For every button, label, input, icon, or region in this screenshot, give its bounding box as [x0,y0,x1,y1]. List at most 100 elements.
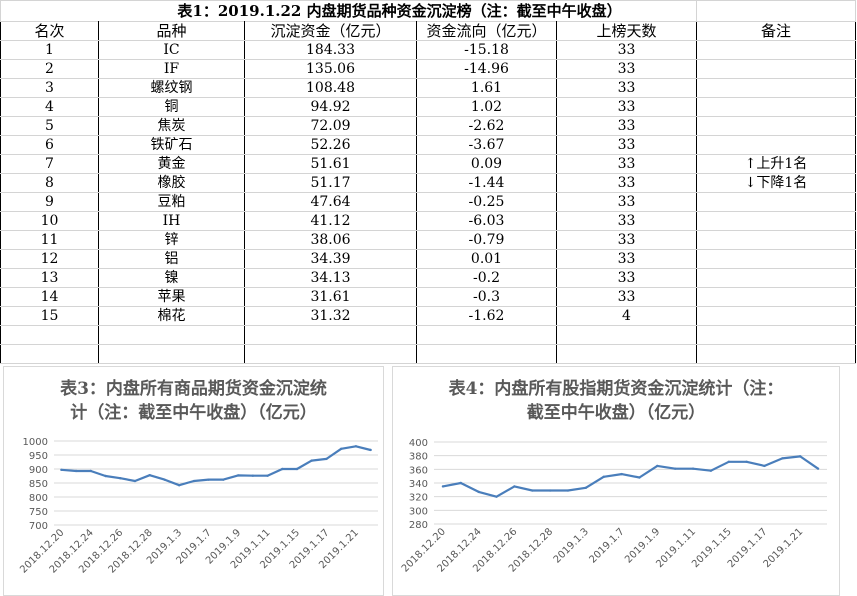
cell-name[interactable]: IF [98,59,245,79]
cell-days[interactable]: 33 [556,287,697,307]
cell-name[interactable]: 橡胶 [98,173,245,193]
cell-note[interactable] [696,211,856,231]
cell-flow[interactable]: -0.3 [416,287,557,307]
cell-name[interactable]: 棉花 [98,306,245,326]
empty-cell[interactable] [244,344,417,364]
cell-capital[interactable]: 108.48 [244,78,417,98]
cell-capital[interactable]: 34.13 [244,268,417,288]
cell-flow[interactable]: 1.02 [416,97,557,117]
cell-note[interactable] [696,135,856,155]
cell-rank[interactable]: 12 [0,249,99,269]
cell-rank[interactable]: 4 [0,97,99,117]
cell-note[interactable] [696,116,856,136]
cell-flow[interactable]: 1.61 [416,78,557,98]
cell-capital[interactable]: 31.32 [244,306,417,326]
cell-days[interactable]: 33 [556,116,697,136]
cell-days[interactable]: 33 [556,192,697,212]
cell-capital[interactable]: 72.09 [244,116,417,136]
empty-cell[interactable] [416,325,557,345]
cell-name[interactable]: 铁矿石 [98,135,245,155]
header-note[interactable]: 备注 [696,21,856,41]
cell-flow[interactable]: 0.01 [416,249,557,269]
empty-cell[interactable] [556,344,697,364]
cell-note[interactable] [696,268,856,288]
cell-rank[interactable]: 13 [0,268,99,288]
empty-cell[interactable] [416,344,557,364]
cell-rank[interactable]: 1 [0,40,99,60]
cell-name[interactable]: 镍 [98,268,245,288]
cell-days[interactable]: 33 [556,78,697,98]
cell-capital[interactable]: 34.39 [244,249,417,269]
cell-note[interactable]: ↓下降1名 [696,173,856,193]
cell-note[interactable]: ↑上升1名 [696,154,856,174]
cell-capital[interactable]: 184.33 [244,40,417,60]
cell-flow[interactable]: -15.18 [416,40,557,60]
cell-rank[interactable]: 10 [0,211,99,231]
empty-cell[interactable] [556,325,697,345]
empty-cell[interactable] [0,325,99,345]
cell-note[interactable] [696,306,856,326]
empty-cell[interactable] [696,325,856,345]
cell-flow[interactable]: -1.44 [416,173,557,193]
cell-note[interactable] [696,97,856,117]
cell-capital[interactable]: 51.61 [244,154,417,174]
cell-rank[interactable]: 11 [0,230,99,250]
cell-days[interactable]: 33 [556,135,697,155]
cell-name[interactable]: 螺纹钢 [98,78,245,98]
chart-index-capital[interactable]: 表4：内盘所有股指期货资金沉淀统计（注： 截至中午收盘）（亿元） 280 300 3… [392,366,840,596]
cell-capital[interactable]: 38.06 [244,230,417,250]
cell-note[interactable] [696,192,856,212]
cell-days[interactable]: 33 [556,268,697,288]
empty-cell[interactable] [696,344,856,364]
cell-capital[interactable]: 51.17 [244,173,417,193]
cell-flow[interactable]: -6.03 [416,211,557,231]
cell-flow[interactable]: -0.2 [416,268,557,288]
cell-note[interactable] [696,230,856,250]
table-title[interactable]: 表1：2019.1.22 内盘期货品种资金沉淀榜（注：截至中午收盘） [0,0,697,22]
cell-flow[interactable]: -14.96 [416,59,557,79]
cell-name[interactable]: 铝 [98,249,245,269]
header-name[interactable]: 品种 [98,21,245,41]
empty-cell[interactable] [0,344,99,364]
cell-rank[interactable]: 15 [0,306,99,326]
cell-capital[interactable]: 47.64 [244,192,417,212]
header-flow[interactable]: 资金流向（亿元） [416,21,557,41]
cell-note[interactable] [696,59,856,79]
cell-capital[interactable]: 41.12 [244,211,417,231]
cell-note[interactable] [696,249,856,269]
cell-name[interactable]: 锌 [98,230,245,250]
cell-flow[interactable]: -0.25 [416,192,557,212]
cell-note[interactable] [696,40,856,60]
cell-days[interactable]: 33 [556,154,697,174]
chart-commodity-capital[interactable]: 表3：内盘所有商品期货资金沉淀统 计（注：截至中午收盘）（亿元） 700 750 8… [3,366,384,596]
header-rank[interactable]: 名次 [0,21,99,41]
cell-capital[interactable]: 31.61 [244,287,417,307]
title-empty-cell[interactable] [696,0,856,22]
header-days[interactable]: 上榜天数 [556,21,697,41]
cell-capital[interactable]: 94.92 [244,97,417,117]
empty-cell[interactable] [244,325,417,345]
cell-rank[interactable]: 14 [0,287,99,307]
cell-flow[interactable]: 0.09 [416,154,557,174]
cell-days[interactable]: 33 [556,59,697,79]
cell-days[interactable]: 33 [556,40,697,60]
empty-cell[interactable] [98,344,245,364]
cell-days[interactable]: 33 [556,249,697,269]
cell-name[interactable]: 苹果 [98,287,245,307]
cell-rank[interactable]: 7 [0,154,99,174]
cell-flow[interactable]: -2.62 [416,116,557,136]
cell-days[interactable]: 33 [556,211,697,231]
cell-name[interactable]: 焦炭 [98,116,245,136]
cell-note[interactable] [696,287,856,307]
cell-flow[interactable]: -1.62 [416,306,557,326]
cell-rank[interactable]: 2 [0,59,99,79]
cell-capital[interactable]: 52.26 [244,135,417,155]
cell-flow[interactable]: -3.67 [416,135,557,155]
cell-name[interactable]: 铜 [98,97,245,117]
cell-capital[interactable]: 135.06 [244,59,417,79]
cell-rank[interactable]: 8 [0,173,99,193]
cell-rank[interactable]: 5 [0,116,99,136]
cell-rank[interactable]: 6 [0,135,99,155]
cell-flow[interactable]: -0.79 [416,230,557,250]
cell-days[interactable]: 33 [556,230,697,250]
